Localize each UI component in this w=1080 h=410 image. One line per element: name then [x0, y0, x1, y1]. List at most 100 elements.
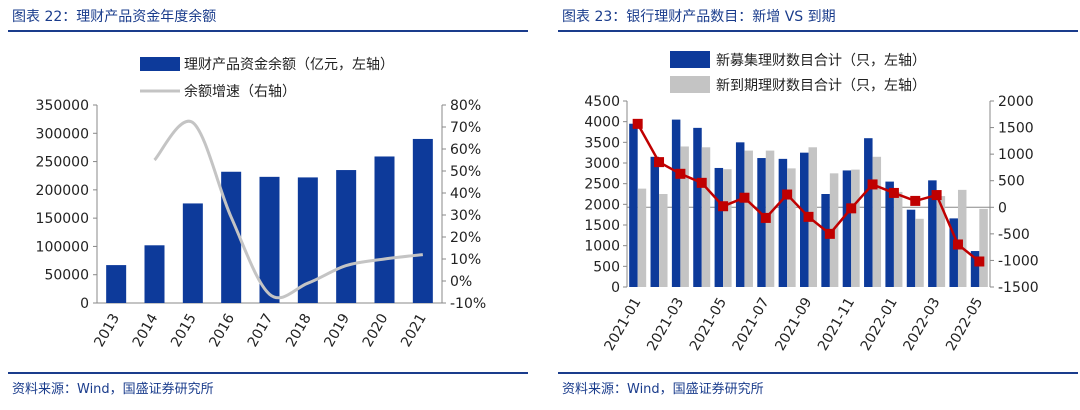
net-marker — [824, 228, 835, 239]
bar-new — [970, 251, 980, 287]
x-tick-label: 2020 — [360, 311, 392, 350]
x-tick-label: 2021-01 — [601, 295, 644, 354]
x-tick-label: 2019 — [321, 311, 353, 350]
y-tick-label-right: 50% — [450, 164, 481, 180]
bar-new — [864, 138, 873, 287]
x-tick-label: 2016 — [206, 311, 238, 350]
y-tick-label-right: 2000 — [998, 94, 1034, 110]
y-tick-label-left: 250000 — [36, 155, 89, 171]
bar-expired — [680, 146, 689, 287]
figure-title-left: 图表 22：理财产品资金年度余额 — [12, 9, 217, 25]
legend-swatch-expired — [670, 76, 710, 93]
y-tick-label-left: 300000 — [36, 126, 89, 142]
source-rule-right — [558, 372, 1078, 374]
net-marker — [974, 256, 985, 267]
x-tick-label: 2015 — [168, 311, 200, 350]
net-marker — [696, 177, 707, 188]
bar-new — [714, 167, 724, 287]
source-note-left: 资料来源：Wind，国盛证券研究所 — [12, 382, 214, 397]
x-tick-label: 2021-03 — [644, 295, 687, 354]
bar-new — [778, 158, 788, 287]
bar-expired — [893, 191, 903, 287]
legend-label-bar: 理财产品资金余额（亿元，左轴） — [184, 56, 394, 73]
bar — [374, 156, 395, 303]
legend-label-new: 新募集理财数目合计（只，左轴） — [716, 52, 926, 69]
bar-expired — [701, 147, 711, 287]
bar-expired — [979, 208, 988, 287]
x-tick-label: 2021-11 — [815, 295, 858, 354]
net-marker — [632, 118, 643, 129]
source-rule-left — [8, 372, 528, 374]
x-tick-label: 2018 — [283, 311, 315, 350]
net-marker — [718, 201, 729, 212]
legend-swatch-bar — [140, 57, 180, 71]
y-tick-label-right: 1500 — [998, 121, 1034, 137]
bar-new — [842, 170, 852, 287]
y-tick-label-left: 0 — [611, 280, 620, 296]
net-marker — [931, 190, 942, 201]
bar — [182, 203, 203, 303]
growth-line — [153, 119, 424, 300]
x-tick-label: 2022-01 — [858, 295, 901, 354]
net-marker — [846, 203, 857, 214]
bar-expired — [659, 194, 668, 287]
net-marker — [910, 195, 921, 206]
y-tick-label-left: 3500 — [584, 135, 620, 151]
net-marker — [654, 157, 665, 168]
bar-new — [650, 156, 660, 287]
bar-expired — [915, 218, 924, 287]
y-tick-label-left: 500 — [593, 259, 620, 275]
panel-left: 图表 22：理财产品资金年度余额 0 50000 100000 150000 20000… — [0, 0, 530, 410]
net-marker — [760, 212, 771, 223]
y-tick-label-right: 0% — [450, 274, 472, 290]
bar-expired — [637, 188, 647, 287]
y-tick-label-left: 150000 — [36, 211, 89, 227]
net-marker — [888, 187, 899, 198]
y-tick-label-right: -1500 — [998, 280, 1039, 296]
net-marker — [867, 179, 878, 190]
bar-expired — [872, 156, 882, 287]
title-rule-right — [558, 30, 1078, 32]
y-tick-label-left: 2000 — [584, 197, 620, 213]
bar-new — [821, 194, 830, 287]
bar-new — [671, 119, 681, 287]
bar-new — [693, 127, 702, 287]
net-marker — [952, 239, 963, 250]
y-tick-label-right: 60% — [450, 142, 481, 158]
y-tick-label-left: 1000 — [584, 239, 620, 255]
y-tick-label-left: 3000 — [584, 156, 620, 172]
y-tick-label-right: -500 — [998, 227, 1030, 243]
y-tick-label-left: 100000 — [36, 239, 89, 255]
bar-expired — [787, 168, 796, 287]
y-tick-label-right: -1000 — [998, 253, 1039, 269]
y-tick-label-left: 0 — [80, 296, 89, 312]
bar — [144, 245, 165, 303]
net-marker — [675, 168, 686, 179]
legend-swatch-new — [670, 51, 710, 68]
bar-expired — [851, 169, 860, 287]
x-tick-label: 2021-07 — [730, 295, 773, 354]
legend-label-line: 余额增速（右轴） — [184, 83, 296, 100]
y-tick-label-left: 50000 — [44, 268, 89, 284]
title-rule-left — [8, 30, 528, 32]
y-tick-label-right: 80% — [450, 98, 481, 114]
bar — [106, 265, 127, 303]
x-tick-label: 2022-05 — [943, 295, 986, 354]
y-tick-label-left: 2500 — [584, 177, 620, 193]
y-tick-label-right: 20% — [450, 230, 481, 246]
bar — [336, 170, 357, 303]
y-tick-label-left: 200000 — [36, 183, 89, 199]
x-tick-label: 2021-05 — [687, 295, 730, 354]
x-tick-label: 2021 — [398, 311, 430, 350]
x-tick-label: 2013 — [91, 311, 123, 350]
chart-left: 0 50000 100000 150000 200000 250000 300000 3500… — [36, 56, 487, 350]
y-tick-label-right: 10% — [450, 252, 481, 268]
source-note-right: 资料来源：Wind，国盛证券研究所 — [562, 382, 764, 397]
bar-new — [735, 142, 745, 287]
y-tick-label-right: 0 — [998, 200, 1007, 216]
net-marker — [739, 192, 750, 203]
y-tick-label-right: 70% — [450, 120, 481, 136]
bar-new — [906, 209, 916, 287]
bar-new — [928, 180, 937, 287]
y-tick-label-right: 1000 — [998, 147, 1034, 163]
